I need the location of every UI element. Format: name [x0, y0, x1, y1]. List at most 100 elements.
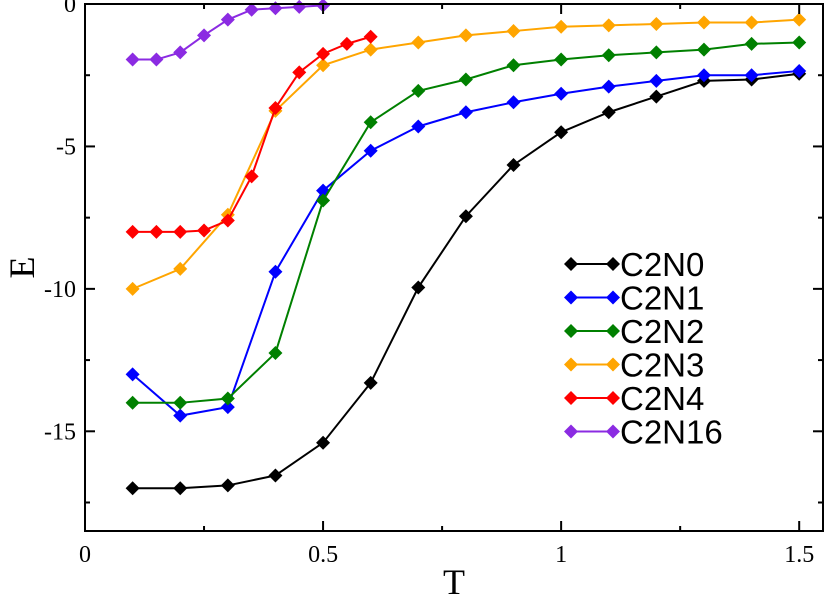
data-point [244, 169, 259, 184]
data-point [220, 400, 235, 415]
data-point [411, 83, 426, 98]
data-point [268, 264, 283, 279]
y-tick-label: -10 [44, 277, 76, 303]
data-point [601, 105, 616, 120]
data-point [125, 481, 140, 496]
data-point [173, 261, 188, 276]
legend-marker [564, 290, 578, 305]
data-point [458, 105, 473, 120]
legend-label: C2N16 [620, 414, 723, 451]
data-point [125, 52, 140, 67]
data-point [696, 42, 711, 57]
data-point [506, 157, 521, 172]
data-point [173, 395, 188, 410]
data-point [649, 89, 664, 104]
data-point [316, 435, 331, 450]
data-point [339, 36, 354, 51]
series-line [132, 35, 371, 233]
data-point [173, 224, 188, 239]
data-point [601, 18, 616, 33]
data-point [363, 375, 378, 390]
data-point [220, 213, 235, 228]
data-point [173, 408, 188, 423]
x-tick-label: 1 [555, 542, 567, 568]
legend-item: C2N0 [564, 246, 704, 283]
data-point [268, 100, 283, 115]
axis-ticks: 0 0.5 1 1.5 0 -5 -10 -15 [44, 0, 823, 568]
data-point [220, 478, 235, 493]
legend-marker [606, 357, 620, 372]
x-tick-label: 0.5 [308, 542, 338, 568]
legend-marker [564, 357, 578, 372]
y-tick-label: 0 [64, 0, 76, 18]
data-point [316, 58, 331, 73]
series-c2n4 [125, 29, 378, 239]
data-point [696, 15, 711, 30]
data-point [601, 79, 616, 94]
data-point [363, 29, 378, 44]
legend-marker [564, 324, 578, 338]
plot-frame [84, 3, 824, 532]
legend-item: C2N1 [564, 280, 704, 317]
series-c2n1 [125, 63, 807, 423]
data-point [220, 391, 235, 406]
data-point [197, 28, 212, 43]
data-point [125, 224, 140, 239]
data-point [506, 24, 521, 39]
data-point [649, 73, 664, 88]
data-point [149, 52, 164, 67]
data-point [125, 367, 140, 382]
data-point [316, 193, 331, 208]
legend-marker [606, 290, 620, 305]
data-point [649, 45, 664, 60]
legend-marker [606, 257, 620, 271]
data-point [268, 468, 283, 483]
legend-marker [606, 424, 620, 439]
legend-label: C2N1 [620, 280, 704, 317]
data-point [125, 395, 140, 410]
legend-label: C2N4 [620, 380, 704, 417]
legend-label: C2N3 [620, 347, 704, 384]
series-layer [125, 0, 807, 496]
data-point [554, 19, 569, 34]
data-point [125, 281, 140, 296]
data-point [458, 209, 473, 224]
data-point [363, 115, 378, 130]
y-tick-label: -15 [44, 419, 76, 445]
data-point [292, 65, 307, 80]
data-point [173, 481, 188, 496]
data-point [744, 15, 759, 30]
legend-marker [564, 257, 578, 271]
data-point [292, 0, 307, 14]
x-axis-label: T [443, 562, 465, 599]
data-point [363, 143, 378, 158]
data-point [363, 42, 378, 57]
data-point [316, 46, 331, 61]
data-point [601, 48, 616, 63]
legend-label: C2N0 [620, 246, 704, 283]
legend-marker [606, 391, 620, 405]
data-point [244, 2, 259, 17]
data-point [411, 35, 426, 50]
data-point [506, 95, 521, 110]
data-point [411, 280, 426, 295]
legend-item: C2N16 [564, 414, 723, 451]
legend-marker [606, 324, 620, 338]
data-point [458, 72, 473, 87]
data-point [554, 86, 569, 101]
legend-item: C2N3 [564, 347, 704, 384]
data-point [458, 28, 473, 43]
data-point [744, 36, 759, 51]
data-point [696, 68, 711, 83]
data-point [649, 16, 664, 31]
data-point [554, 52, 569, 67]
series-c2n2 [125, 35, 807, 410]
data-point [149, 224, 164, 239]
legend-marker [564, 424, 578, 439]
legend-label: C2N2 [620, 313, 704, 350]
data-point [411, 119, 426, 134]
series-c2n16 [125, 0, 331, 67]
x-tick-label: 1.5 [784, 542, 814, 568]
